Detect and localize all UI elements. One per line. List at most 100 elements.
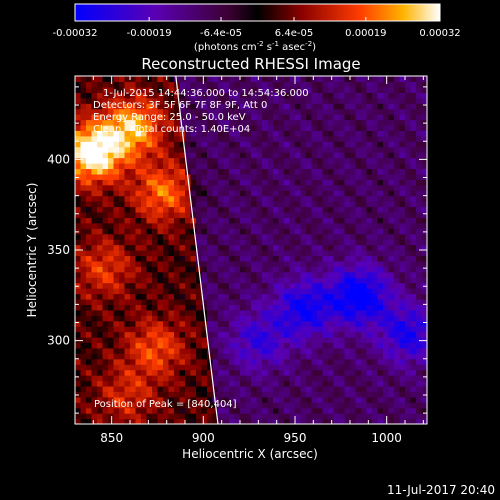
heatmap-cell	[328, 326, 335, 333]
heatmap-cell	[300, 108, 307, 115]
heatmap-cell	[317, 282, 324, 289]
heatmap-cell	[113, 380, 120, 387]
heatmap-cell	[185, 418, 192, 424]
heatmap-cell	[289, 260, 296, 267]
heatmap-cell	[262, 135, 269, 142]
heatmap-cell	[113, 179, 120, 186]
heatmap-cell	[80, 342, 87, 349]
heatmap-cell	[212, 173, 219, 180]
heatmap-cell	[350, 260, 357, 267]
heatmap-cell	[240, 407, 247, 414]
heatmap-cell	[185, 97, 192, 104]
heatmap-cell	[300, 385, 307, 392]
heatmap-cell	[207, 157, 214, 164]
heatmap-cell	[86, 152, 93, 159]
heatmap-cell	[300, 217, 307, 224]
heatmap-cell	[388, 260, 395, 267]
heatmap-cell	[344, 130, 351, 137]
heatmap-cell	[295, 418, 302, 424]
heatmap-cell	[163, 119, 170, 126]
heatmap-cell	[284, 201, 291, 208]
heatmap-cell	[306, 304, 313, 311]
heatmap-cell	[273, 320, 280, 327]
heatmap-cell	[223, 135, 230, 142]
heatmap-cell	[97, 353, 104, 360]
heatmap-cell	[75, 239, 82, 246]
heatmap-cell	[212, 184, 219, 191]
heatmap-cell	[399, 331, 406, 338]
heatmap-cell	[75, 298, 82, 305]
heatmap-cell	[163, 347, 170, 354]
heatmap-cell	[394, 396, 401, 403]
heatmap-cell	[372, 353, 379, 360]
heatmap-cell	[185, 211, 192, 218]
heatmap-cell	[157, 320, 164, 327]
heatmap-cell	[377, 326, 384, 333]
heatmap-cell	[267, 108, 274, 115]
heatmap-cell	[372, 277, 379, 284]
heatmap-cell	[289, 358, 296, 365]
heatmap-cell	[284, 250, 291, 257]
heatmap-cell	[201, 163, 208, 170]
heatmap-cell	[108, 233, 115, 240]
heatmap-cell	[278, 168, 285, 175]
heatmap-cell	[75, 228, 82, 235]
heatmap-cell	[80, 184, 87, 191]
heatmap-cell	[223, 130, 230, 137]
heatmap-cell	[212, 380, 219, 387]
heatmap-cell	[108, 124, 115, 131]
heatmap-cell	[289, 179, 296, 186]
heatmap-cell	[421, 222, 427, 229]
heatmap-cell	[196, 146, 203, 153]
heatmap-cell	[416, 211, 423, 218]
heatmap-cell	[295, 337, 302, 344]
heatmap-cell	[196, 157, 203, 164]
heatmap-cell	[229, 326, 236, 333]
heatmap-cell	[372, 114, 379, 121]
heatmap-cell	[146, 320, 153, 327]
heatmap-cell	[405, 277, 412, 284]
heatmap-cell	[130, 228, 137, 235]
heatmap-cell	[223, 396, 230, 403]
heatmap-cell	[344, 391, 351, 398]
heatmap-cell	[75, 244, 82, 251]
heatmap-cell	[306, 81, 313, 88]
heatmap-cell	[333, 326, 340, 333]
heatmap-cell	[141, 347, 148, 354]
heatmap-cell	[108, 271, 115, 278]
heatmap-cell	[267, 92, 274, 99]
heatmap-cell	[405, 130, 412, 137]
heatmap-cell	[196, 141, 203, 148]
heatmap-cell	[201, 391, 208, 398]
heatmap-cell	[284, 277, 291, 284]
heatmap-cell	[284, 244, 291, 251]
heatmap-cell	[295, 201, 302, 208]
heatmap-cell	[86, 157, 93, 164]
heatmap-cell	[311, 179, 318, 186]
heatmap-cell	[377, 260, 384, 267]
heatmap-cell	[278, 92, 285, 99]
heatmap-cell	[289, 168, 296, 175]
heatmap-cell	[405, 396, 412, 403]
heatmap-cell	[146, 396, 153, 403]
heatmap-cell	[130, 277, 137, 284]
heatmap-cell	[240, 320, 247, 327]
heatmap-cell	[91, 135, 98, 142]
heatmap-cell	[119, 407, 126, 414]
heatmap-cell	[240, 255, 247, 262]
heatmap-cell	[141, 293, 148, 300]
heatmap-cell	[102, 418, 109, 424]
heatmap-cell	[86, 326, 93, 333]
heatmap-cell	[157, 141, 164, 148]
heatmap-cell	[394, 364, 401, 371]
heatmap-cell	[245, 217, 252, 224]
heatmap-cell	[278, 239, 285, 246]
heatmap-cell	[421, 315, 427, 322]
heatmap-cell	[273, 364, 280, 371]
heatmap-cell	[91, 418, 98, 424]
heatmap-cell	[135, 320, 142, 327]
heatmap-cell	[278, 358, 285, 365]
heatmap-cell	[377, 103, 384, 110]
heatmap-cell	[328, 282, 335, 289]
